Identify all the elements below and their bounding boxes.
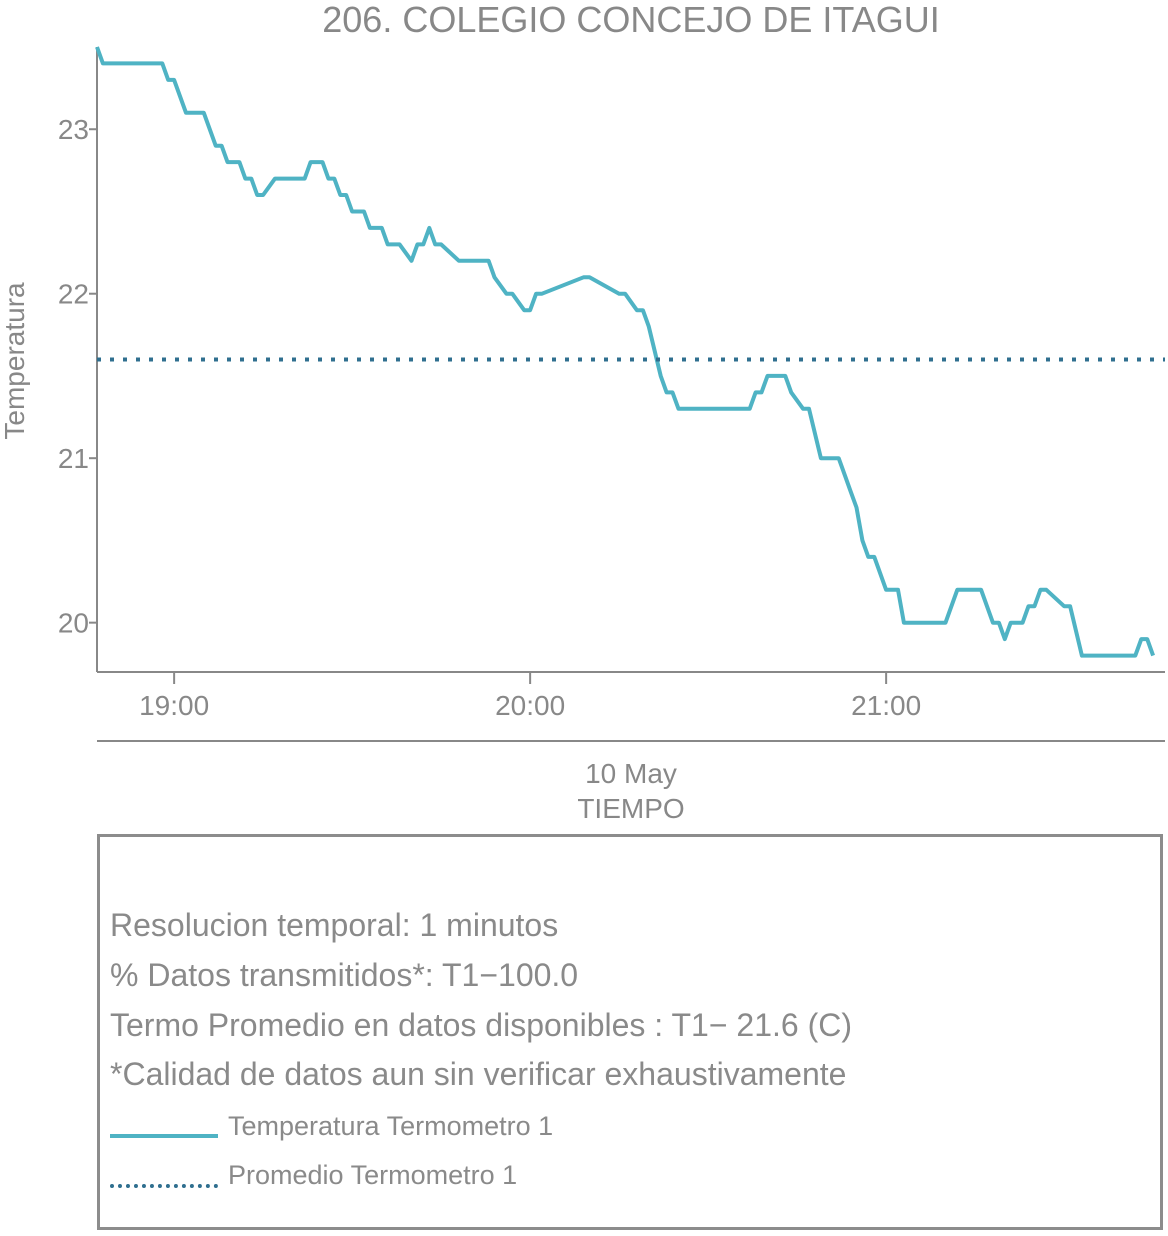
x-ticks: 19:00 20:00 21:00	[139, 672, 921, 721]
legend-temperature-label: Temperatura Termometro 1	[228, 1111, 554, 1141]
legend-average-label: Promedio Termometro 1	[228, 1160, 518, 1190]
series-line-temperature	[95, 46, 1155, 658]
x-axis-label: TIEMPO	[577, 793, 684, 824]
info-average: Termo Promedio en datos disponibles : T1…	[110, 1007, 853, 1043]
y-tick-label: 23	[58, 114, 89, 145]
info-data-transmitted: % Datos transmitidos*: T1−100.0	[110, 957, 579, 993]
y-tick-label: 20	[58, 608, 89, 639]
x-axis-date-label: 10 May	[585, 758, 677, 789]
legend-solid-line-swatch	[110, 1134, 218, 1138]
chart-title: 206. COLEGIO CONCEJO DE ITAGUI	[322, 0, 939, 40]
x-tick-label: 20:00	[495, 690, 565, 721]
y-tick-label: 21	[58, 443, 89, 474]
y-axis-label: Temperatura	[0, 282, 30, 440]
x-tick-label: 21:00	[851, 690, 921, 721]
x-tick-label: 19:00	[139, 690, 209, 721]
y-ticks: 20 21 22 23	[58, 114, 97, 639]
series-layer	[95, 46, 1165, 658]
chart: 206. COLEGIO CONCEJO DE ITAGUI Temperatu…	[0, 0, 1165, 824]
info-quality-note: *Calidad de datos aun sin verificar exha…	[110, 1056, 847, 1092]
y-tick-label: 22	[58, 279, 89, 310]
info-panel: Resolucion temporal: 1 minutos % Datos t…	[97, 834, 1163, 1230]
legend-dotted-line-swatch	[110, 1184, 218, 1188]
info-resolution: Resolucion temporal: 1 minutos	[110, 907, 559, 943]
